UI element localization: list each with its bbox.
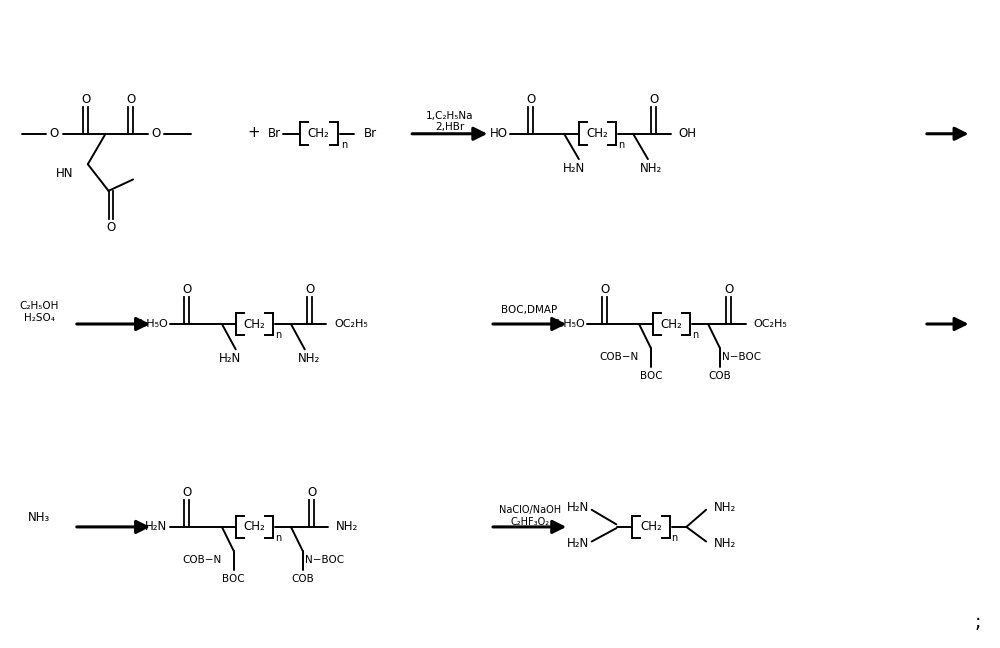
Text: O: O [81,93,90,106]
Text: CH₂: CH₂ [308,127,329,140]
Text: n: n [671,533,678,543]
Text: O: O [305,283,314,296]
Text: O: O [50,127,59,140]
Text: COB−N: COB−N [183,555,222,565]
Text: +: + [247,125,260,140]
Text: H₂N: H₂N [219,353,241,365]
Text: N−BOC: N−BOC [722,352,761,362]
Text: BOC: BOC [640,371,662,381]
Text: HN: HN [56,167,73,179]
Text: O: O [307,486,316,499]
Text: H₂SO₄: H₂SO₄ [24,312,55,323]
Text: CH₂: CH₂ [587,127,609,140]
Text: H₂N: H₂N [566,502,589,515]
Text: NH₂: NH₂ [640,162,662,175]
Text: O: O [183,283,192,296]
Text: n: n [692,330,698,340]
Text: NH₂: NH₂ [298,353,320,365]
Text: BOC,DMAP: BOC,DMAP [501,305,558,315]
Text: Br: Br [364,127,377,140]
Text: H₂N: H₂N [566,537,589,550]
Text: 2,HBr: 2,HBr [435,122,464,132]
Text: CH₂: CH₂ [244,520,265,533]
Text: n: n [275,533,281,543]
Text: ;: ; [975,612,982,632]
Text: O: O [151,127,160,140]
Text: NaClO/NaOH: NaClO/NaOH [499,505,561,515]
Text: HO: HO [490,127,508,140]
Text: O: O [107,221,116,234]
Text: CH₂: CH₂ [640,520,662,533]
Text: O: O [183,486,192,499]
Text: NH₂: NH₂ [714,537,736,550]
Text: C₂H₅O: C₂H₅O [551,319,585,329]
Text: C₂H₅O: C₂H₅O [134,319,168,329]
Text: H₂N: H₂N [563,162,585,175]
Text: C₂HF₃O₂: C₂HF₃O₂ [510,517,549,527]
Text: O: O [526,93,535,106]
Text: n: n [618,140,624,150]
Text: O: O [600,283,609,296]
Text: 1,C₂H₅Na: 1,C₂H₅Na [426,111,473,121]
Text: NH₃: NH₃ [28,511,51,524]
Text: N−BOC: N−BOC [305,555,344,565]
Text: OC₂H₅: OC₂H₅ [334,319,368,329]
Text: CH₂: CH₂ [244,318,265,330]
Text: O: O [724,283,733,296]
Text: OC₂H₅: OC₂H₅ [753,319,787,329]
Text: n: n [341,140,347,150]
Text: NH₂: NH₂ [336,520,359,533]
Text: O: O [127,93,136,106]
Text: BOC: BOC [222,574,245,584]
Text: NH₂: NH₂ [714,502,736,515]
Text: COB−N: COB−N [600,352,639,362]
Text: Br: Br [268,127,281,140]
Text: C₂H₅OH: C₂H₅OH [20,301,59,311]
Text: O: O [649,93,658,106]
Text: OH: OH [678,127,696,140]
Text: COB: COB [709,371,731,381]
Text: CH₂: CH₂ [661,318,682,330]
Text: n: n [275,330,281,340]
Text: COB: COB [291,574,314,584]
Text: H₂N: H₂N [144,520,167,533]
